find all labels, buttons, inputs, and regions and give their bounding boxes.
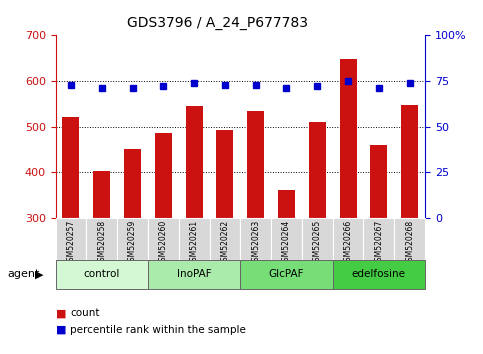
Bar <box>333 218 364 260</box>
Text: ▶: ▶ <box>35 269 43 279</box>
Bar <box>271 218 302 260</box>
Bar <box>86 218 117 260</box>
Bar <box>364 218 394 260</box>
Bar <box>401 105 418 218</box>
Text: GSM520257: GSM520257 <box>67 220 75 266</box>
Text: agent: agent <box>7 269 40 279</box>
Bar <box>148 218 179 260</box>
Bar <box>247 110 264 218</box>
Text: ■: ■ <box>56 308 66 318</box>
Text: GSM520264: GSM520264 <box>282 220 291 266</box>
Text: GSM520265: GSM520265 <box>313 220 322 266</box>
Text: GSM520266: GSM520266 <box>343 220 353 266</box>
Bar <box>240 260 333 289</box>
Bar <box>240 218 271 260</box>
Text: GSM520261: GSM520261 <box>190 220 199 266</box>
Bar <box>93 171 110 218</box>
Bar <box>309 122 326 218</box>
Text: GSM520262: GSM520262 <box>220 220 229 266</box>
Bar <box>56 218 86 260</box>
Text: GDS3796 / A_24_P677783: GDS3796 / A_24_P677783 <box>127 16 308 30</box>
Bar <box>148 260 241 289</box>
Bar <box>185 106 202 218</box>
Text: ■: ■ <box>56 325 66 335</box>
Bar <box>278 190 295 218</box>
Bar <box>333 260 425 289</box>
Bar <box>124 149 141 218</box>
Text: GSM520263: GSM520263 <box>251 220 260 266</box>
Bar <box>216 130 233 218</box>
Text: control: control <box>84 269 120 279</box>
Text: GlcPAF: GlcPAF <box>269 269 304 279</box>
Text: edelfosine: edelfosine <box>352 269 406 279</box>
Text: percentile rank within the sample: percentile rank within the sample <box>70 325 246 335</box>
Text: count: count <box>70 308 99 318</box>
Bar <box>210 218 240 260</box>
Bar <box>179 218 210 260</box>
Bar <box>370 145 387 218</box>
Text: GSM520260: GSM520260 <box>159 220 168 266</box>
Text: GSM520268: GSM520268 <box>405 220 414 266</box>
Bar <box>340 59 356 218</box>
Bar <box>394 218 425 260</box>
Text: InoPAF: InoPAF <box>177 269 212 279</box>
Text: GSM520258: GSM520258 <box>97 220 106 266</box>
Bar <box>155 133 172 218</box>
Text: GSM520259: GSM520259 <box>128 220 137 266</box>
Text: GSM520267: GSM520267 <box>374 220 384 266</box>
Bar <box>62 118 79 218</box>
Bar <box>117 218 148 260</box>
Bar <box>56 260 148 289</box>
Bar <box>302 218 333 260</box>
